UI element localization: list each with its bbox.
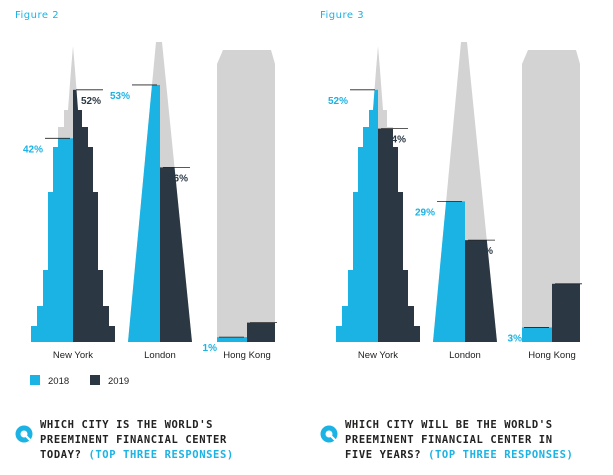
value-label-2018-london: 29%: [415, 207, 435, 218]
category-label-london: London: [144, 350, 176, 361]
legend-swatch-2019: [90, 375, 100, 385]
chart-3: Figure 3 52% 44% New York 29% 21% London 3% 12% H…: [320, 10, 582, 461]
value-label-2019-hong-kong: 12%: [560, 290, 580, 301]
legend-swatch-2018: [30, 375, 40, 385]
value-label-2018-hong-kong: 3%: [508, 333, 523, 344]
question-line-1: WHICH CITY IS THE WORLD'S: [40, 419, 213, 431]
legend: 2018 2019: [30, 375, 129, 387]
chart-2: Figure 2 42% 52% New York 53% 36% London 1% 4% Ho…: [15, 10, 277, 461]
bar-2019-london: [160, 167, 192, 342]
category-label-new-york: New York: [53, 350, 93, 361]
value-label-2018-new-york: 52%: [328, 96, 348, 107]
question-accent: (TOP THREE RESPONSES): [88, 449, 233, 461]
hong-kong-silhouette: [522, 50, 580, 342]
bar-2018-new-york: [336, 89, 378, 342]
bar-2018-new-york: [31, 138, 73, 342]
value-label-2018-hong-kong: 1%: [203, 343, 218, 354]
bar-2019-new-york: [73, 89, 115, 342]
question-line-1: WHICH CITY WILL BE THE WORLD'S: [345, 419, 553, 431]
category-label-hong-kong: Hong Kong: [223, 350, 271, 361]
chart-title: Figure 2: [15, 10, 59, 21]
value-label-2018-new-york: 42%: [23, 144, 43, 155]
hong-kong-silhouette: [217, 50, 275, 342]
bar-2018-hong-kong: [217, 337, 247, 342]
question-accent: (TOP THREE RESPONSES): [428, 449, 573, 461]
bar-2018-hong-kong: [522, 327, 552, 342]
category-label-london: London: [449, 350, 481, 361]
value-label-2019-london: 21%: [473, 246, 493, 257]
value-label-2019-new-york: 52%: [81, 96, 101, 107]
question-line-3: TODAY? (TOP THREE RESPONSES): [40, 449, 234, 461]
bar-2018-london: [128, 84, 160, 342]
category-label-hong-kong: Hong Kong: [528, 350, 576, 361]
bar-2019-hong-kong: [552, 283, 580, 342]
legend-label-2019: 2019: [108, 376, 129, 387]
category-label-new-york: New York: [358, 350, 398, 361]
chart-title: Figure 3: [320, 10, 364, 21]
question-line-2: PREEMINENT FINANCIAL CENTER IN: [345, 434, 553, 446]
bar-2019-new-york: [378, 128, 420, 342]
question-line-3: FIVE YEARS? (TOP THREE RESPONSES): [345, 449, 573, 461]
value-label-2019-hong-kong: 4%: [255, 329, 270, 340]
question-line-2: PREEMINENT FINANCIAL CENTER: [40, 434, 227, 446]
value-label-2018-london: 53%: [110, 91, 130, 102]
value-label-2019-new-york: 44%: [386, 135, 406, 146]
value-label-2019-london: 36%: [168, 173, 188, 184]
bar-2019-hong-kong: [247, 322, 275, 342]
legend-label-2018: 2018: [48, 376, 69, 387]
bar-2018-london: [433, 201, 465, 342]
